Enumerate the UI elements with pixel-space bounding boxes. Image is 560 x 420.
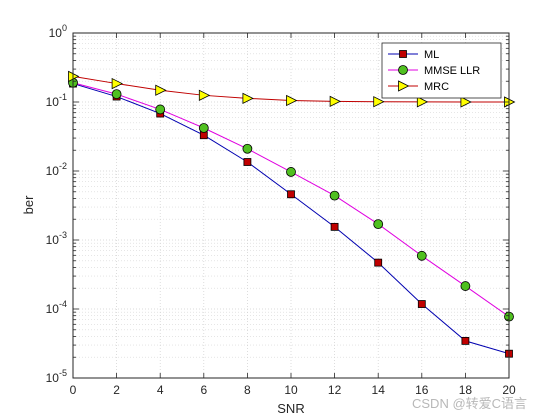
series-mmse-llr (68, 77, 514, 322)
data-point (286, 167, 296, 177)
x-tick-label: 6 (200, 383, 207, 397)
data-point (417, 300, 426, 308)
x-tick-label: 18 (459, 383, 473, 397)
data-point (155, 84, 167, 96)
y-tick-label: 10-4 (46, 299, 67, 316)
x-tick-label: 8 (244, 383, 251, 397)
data-point (242, 143, 253, 154)
x-tick-label: 16 (415, 383, 429, 397)
x-tick-label: 2 (113, 383, 120, 397)
data-point (287, 190, 295, 199)
x-tick-label: 0 (70, 383, 77, 397)
data-point (198, 123, 209, 133)
data-point (460, 281, 471, 291)
data-point (242, 92, 254, 104)
legend-label: ML (424, 49, 439, 61)
data-point (329, 95, 341, 108)
data-point (329, 190, 340, 201)
legend-label: MRC (424, 81, 449, 93)
x-tick-label: 20 (502, 383, 516, 397)
data-point (198, 89, 211, 101)
legend-label: MMSE LLR (424, 65, 480, 77)
data-point (373, 96, 385, 108)
legend-entry: MMSE LLR (388, 65, 480, 77)
y-axis-label: ber (21, 195, 36, 214)
x-tick-label: 10 (284, 383, 298, 397)
legend-marker (399, 50, 407, 58)
axis-ticks (72, 32, 510, 379)
data-point (374, 258, 383, 267)
data-point (243, 158, 252, 166)
data-point (111, 77, 123, 90)
data-point (286, 94, 298, 107)
x-tick-label: 14 (372, 383, 386, 397)
y-tick-label: 10-1 (46, 92, 67, 109)
x-tick-label: 4 (157, 383, 164, 397)
data-point (111, 89, 122, 100)
legend-marker (398, 80, 410, 92)
x-tick-labels: 0 2 4 6 8 10 12 14 16 18 20 (70, 383, 516, 397)
legend-entry: MRC (388, 80, 449, 93)
x-axis-label: SNR (277, 401, 304, 416)
data-point (416, 250, 427, 261)
data-point (416, 96, 429, 108)
legend-entry: ML (388, 49, 439, 61)
y-tick-label: 10-2 (46, 161, 67, 178)
x-tick-label: 12 (328, 383, 342, 397)
data-point (155, 104, 166, 115)
legend: ML MMSE LLR MRC (381, 42, 502, 99)
y-tick-labels: 10-5 10-4 10-3 10-2 10-1 100 (46, 23, 67, 385)
y-tick-label: 10-3 (46, 230, 67, 247)
data-point (373, 219, 384, 229)
data-point (330, 222, 339, 231)
legend-marker (398, 65, 408, 75)
watermark: CSDN @转爱C语言 (412, 396, 527, 411)
y-tick-label: 100 (49, 23, 67, 40)
data-point (460, 96, 472, 108)
data-point (461, 336, 470, 345)
y-tick-label: 10-5 (46, 368, 67, 385)
